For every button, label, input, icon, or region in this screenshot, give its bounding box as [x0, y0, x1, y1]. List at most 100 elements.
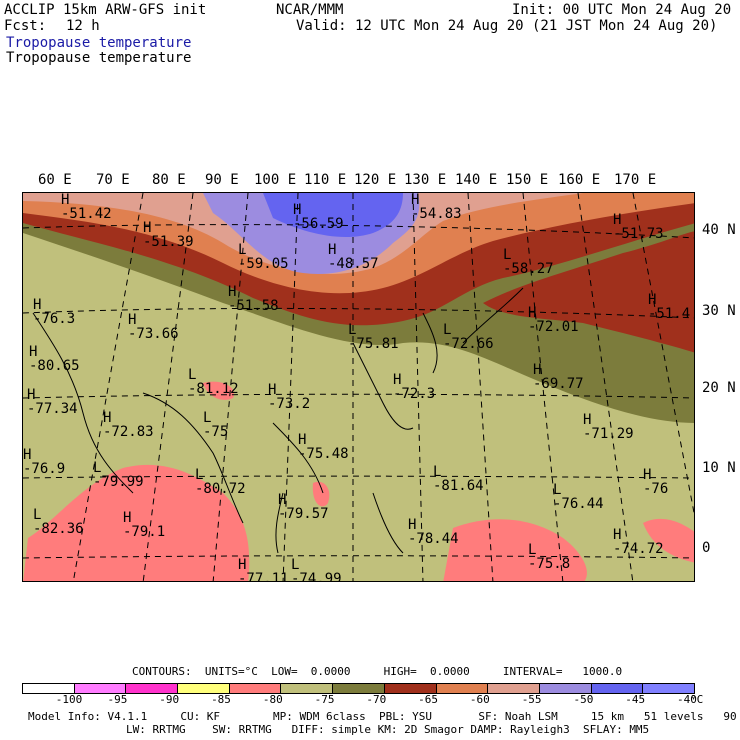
extremum-value: -74.99 [291, 571, 342, 582]
extremum-type: L [348, 322, 357, 338]
color-bar-tick: -40 [677, 693, 697, 706]
extremum-type: L [203, 410, 212, 426]
extremum-value: -75.81 [348, 336, 399, 352]
extremum-value: -81.64 [433, 478, 484, 494]
tropopause-temperature-map: H -51.42 H -51.39 L -59.05 H -56.59 H -48.57 H -51.… [22, 192, 695, 582]
color-bar-swatch [539, 684, 592, 693]
lon-label: 150 E [506, 172, 549, 188]
extremum-label: H -56.59 [293, 203, 344, 231]
extremum-type: H [528, 305, 537, 321]
extremum-label: H -72.83 [103, 411, 154, 439]
extremum-value: -73.66 [128, 326, 179, 342]
extremum-type: H [408, 517, 417, 533]
extremum-type: H [648, 292, 657, 308]
extremum-label: L -75.81 [348, 323, 399, 351]
extremum-value: -51.58 [228, 298, 279, 314]
color-bar-unit: °C [690, 693, 704, 706]
extremum-label: H -71.29 [583, 413, 634, 441]
extremum-type: H [268, 382, 277, 398]
extremum-value: -48.57 [328, 256, 379, 272]
band-minus-80-patch2 [203, 381, 234, 400]
color-bar-tick: -85 [211, 693, 231, 706]
extremum-value: -59.05 [238, 256, 289, 272]
extremum-type: L [33, 507, 42, 523]
color-bar-tick: -75 [314, 693, 335, 706]
extremum-value: -75.48 [298, 446, 349, 462]
extremum-label: H -51.42 [61, 193, 112, 221]
band-minus-80-south [443, 519, 587, 581]
extremum-type: H [298, 432, 307, 448]
extremum-type: H [411, 192, 420, 208]
extremum-value: -75.8 [528, 556, 571, 572]
extremum-type: H [61, 192, 70, 208]
extremum-type: L [433, 464, 442, 480]
extremum-type: H [328, 242, 337, 258]
extremum-value: -51.39 [143, 234, 194, 250]
color-bar-swatch [229, 684, 282, 693]
band-minus-65-east [483, 231, 694, 353]
lon-label: 100 E [254, 172, 297, 188]
extremum-value: -51.42 [61, 206, 112, 222]
extremum-value: -76.9 [23, 461, 66, 477]
color-bar-tick: -70 [366, 693, 387, 706]
extremum-value: -76 [643, 481, 669, 497]
color-bar-swatch [178, 684, 230, 693]
lon-label: 120 E [354, 172, 397, 188]
extremum-type: L [93, 460, 102, 476]
extremum-value: -56.59 [293, 216, 344, 232]
color-bar-swatch [643, 684, 694, 693]
extremum-label: L -82.36 [33, 508, 84, 536]
extremum-type: H [583, 412, 592, 428]
extremum-label: H -79.1 [123, 511, 165, 539]
extremum-label: H -77.11 [238, 557, 289, 581]
lat-label: 40 N [702, 222, 736, 238]
extremum-label: H -80.65 [29, 345, 80, 373]
color-bar-swatch [488, 684, 540, 693]
extremum-value: -75 [203, 424, 229, 440]
band-minus-80-patch [312, 481, 330, 507]
contour-field-title: Tropopause temperature [6, 50, 192, 66]
extremum-type: H [238, 557, 247, 573]
extremum-type: L [195, 467, 204, 483]
extremum-type: L [528, 542, 537, 558]
extremum-value: -80.65 [29, 358, 80, 374]
extremum-label: L -80.72 [195, 468, 246, 496]
extremum-label: H -78.44 [408, 518, 459, 546]
extremum-label: H -76.3 [33, 298, 75, 326]
extremum-type: H [533, 362, 542, 378]
lon-label: 90 E [205, 172, 239, 188]
color-bar-swatch [74, 684, 127, 693]
color-bar-tick: -80 [262, 693, 283, 706]
extremum-label: H -51.73 [613, 213, 664, 241]
forecast-label: Fcst: [4, 18, 47, 34]
extremum-label: L -59.05 [238, 243, 289, 271]
extremum-type: H [123, 510, 132, 526]
extremum-value: -73.2 [268, 396, 311, 412]
lon-label: 160 E [558, 172, 601, 188]
color-bar-swatch [436, 684, 489, 693]
extremum-value: -72.01 [528, 319, 579, 335]
extremum-label: L -76.44 [553, 483, 604, 511]
extremum-type: H [128, 312, 137, 328]
extremum-label: H -51.4 [648, 293, 690, 321]
model-title: ACCLIP 15km ARW-GFS init [4, 2, 207, 18]
extremum-label: L -72.66 [443, 323, 494, 351]
extremum-value: -82.36 [33, 521, 84, 537]
lon-label: 170 E [614, 172, 657, 188]
extremum-label: H -72.3 [393, 373, 435, 401]
extremum-label: L -81.12 [188, 368, 239, 396]
extremum-label: H -76.9 [23, 448, 65, 476]
color-bar-tick: -65 [418, 693, 439, 706]
extremum-type: H [613, 527, 622, 543]
lat-label: 30 N [702, 303, 736, 319]
extremum-label: H -48.57 [328, 243, 379, 271]
extremum-label: H -54.83 [411, 193, 462, 221]
color-bar [22, 683, 695, 694]
extremum-label: H -77.34 [27, 388, 78, 416]
extremum-label: L -81.64 [433, 465, 484, 493]
extremum-value: -58.27 [503, 261, 554, 277]
extremum-value: -76.44 [553, 496, 604, 512]
color-bar-tick: -50 [573, 693, 594, 706]
color-bar-tick: -55 [521, 693, 542, 706]
contours-info: CONTOURS: UNITS=°C LOW= 0.0000 HIGH= 0.0… [132, 665, 623, 678]
